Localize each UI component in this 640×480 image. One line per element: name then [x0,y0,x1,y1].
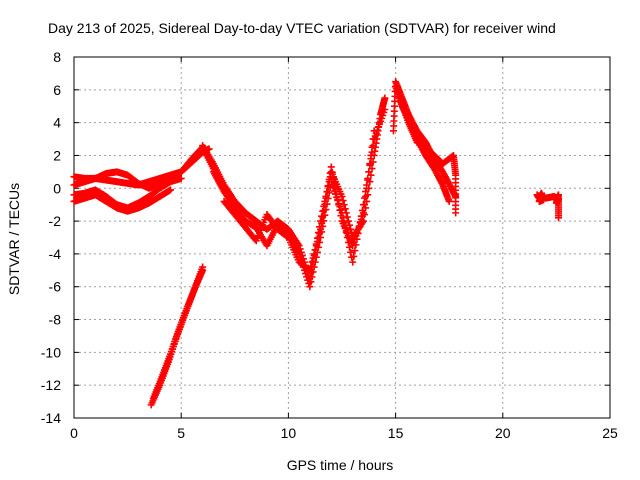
data-series-cluster-22 [533,189,563,222]
plot-area-frame [73,56,611,419]
data-points [70,78,563,409]
x-tick-label: 25 [602,425,618,441]
y-tick-label: 0 [53,180,61,196]
x-tick-label: 15 [388,425,404,441]
y-tick-label: -2 [49,213,62,229]
chart-title: Day 213 of 2025, Sidereal Day-to-day VTE… [48,20,556,36]
y-tick-label: 4 [53,115,61,131]
x-tick-label: 10 [281,425,297,441]
x-axis-label: GPS time / hours [287,457,394,473]
y-tick-label: -12 [41,377,61,393]
y-tick-label: 2 [53,147,61,163]
data-series-descent-b [149,266,207,402]
axis-ticks: 0 5 10 15 20 25 -14 -12 -10 -8 -6 -4 -2 0 2 4 6 8 [41,49,618,441]
y-tick-label: -4 [49,246,62,262]
x-tick-label: 0 [70,425,78,441]
y-axis-label: SDTVAR / TECUs [6,183,22,295]
y-tick-label: -14 [41,410,61,426]
x-tick-label: 5 [177,425,185,441]
y-tick-label: -10 [41,344,61,360]
y-tick-label: 8 [53,49,61,65]
y-tick-label: -8 [49,312,62,328]
y-tick-label: 6 [53,82,61,98]
y-tick-label: -6 [49,279,62,295]
x-tick-label: 20 [495,425,511,441]
data-series-track-d [70,186,174,215]
data-series-late-c [396,94,460,217]
data-series-wave-c [220,127,378,274]
data-series-track-b [70,145,213,192]
